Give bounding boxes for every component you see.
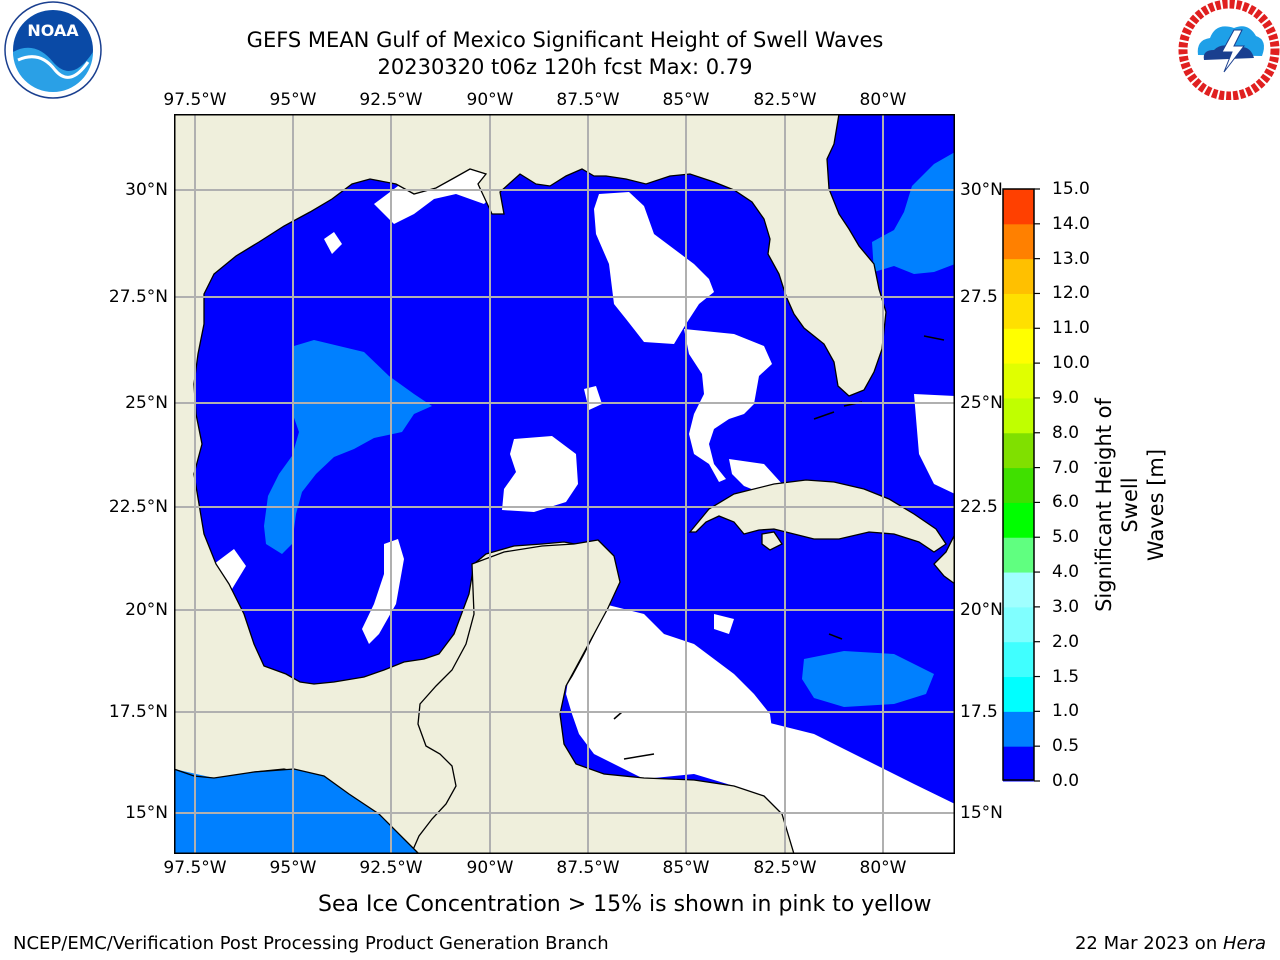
map-panel <box>174 114 955 854</box>
lat-tick-right: 15°N <box>960 803 1003 823</box>
lon-tick-bottom: 92.5°W <box>359 858 423 878</box>
colorbar-tick-label: 7.0 <box>1052 457 1080 478</box>
pacific-swell-patch <box>174 769 419 854</box>
nws-logo-icon <box>1178 0 1280 100</box>
colorbar-tick-label: 13.0 <box>1052 248 1090 269</box>
colorbar-tick-label: 0.0 <box>1052 771 1080 791</box>
lat-tick-right: 22.5 <box>960 497 998 517</box>
colorbar-label-line1: Significant Height of Swell <box>1092 398 1142 612</box>
footer-host: Hera <box>1222 933 1266 954</box>
lat-tick-left: 15°N <box>125 803 168 823</box>
lat-tick-left: 27.5°N <box>108 287 168 307</box>
colorbar-tick-label: 1.0 <box>1052 701 1080 722</box>
yucatan-landmass <box>411 539 795 854</box>
colorbar-cell <box>1003 537 1034 573</box>
lat-tick-right: 17.5 <box>960 702 998 722</box>
lat-tick-right: 25°N <box>960 393 1003 413</box>
colorbar-tick-label: 1.5 <box>1052 666 1080 687</box>
colorbar-tick-label: 11.0 <box>1052 318 1090 339</box>
colorbar-tick-label: 3.0 <box>1052 596 1080 617</box>
colorbar-label: Significant Height of Swell Waves [m] <box>1091 375 1169 635</box>
lat-tick-left: 17.5°N <box>108 702 168 722</box>
lon-tick-top: 82.5°W <box>753 90 817 110</box>
lat-tick-right: 20°N <box>960 600 1003 620</box>
colorbar-tick-label: 2.0 <box>1052 631 1080 652</box>
sea-ice-note: Sea Ice Concentration > 15% is shown in … <box>318 892 932 917</box>
colorbar-tick-label: 15.0 <box>1052 179 1090 199</box>
colorbar-cell <box>1003 328 1034 364</box>
lon-tick-top: 97.5°W <box>163 90 227 110</box>
lon-tick-bottom: 95°W <box>269 858 317 878</box>
lat-tick-right: 30°N <box>960 180 1003 200</box>
noaa-logo-text: NOAA <box>27 21 79 40</box>
lon-tick-top: 85°W <box>662 90 710 110</box>
colorbar-cell <box>1003 606 1034 643</box>
colorbar-cell <box>1003 223 1034 260</box>
footer-left: NCEP/EMC/Verification Post Processing Pr… <box>13 933 609 954</box>
colorbar-tick-label: 6.0 <box>1052 492 1080 513</box>
colorbar-tick-label: 0.5 <box>1052 736 1080 757</box>
lat-tick-left: 22.5°N <box>108 497 168 517</box>
noaa-logo-icon: NOAA <box>4 1 102 99</box>
map-gridlines <box>174 114 955 854</box>
lat-tick-left: 30°N <box>125 180 168 200</box>
colorbar-cell <box>1003 258 1034 294</box>
footer-right: 22 Mar 2023 on Hera <box>1075 933 1266 954</box>
colorbar-cell <box>1003 641 1034 678</box>
lon-tick-top: 90°W <box>466 90 514 110</box>
colorbar-cell <box>1003 502 1034 538</box>
chart-subtitle: 20230320 t06z 120h fcst Max: 0.79 <box>377 55 753 79</box>
colorbar-cell <box>1003 467 1034 503</box>
colorbar-label-line2: Waves [m] <box>1144 448 1168 562</box>
map-frame <box>174 114 955 854</box>
colorbar-tick-label: 8.0 <box>1052 422 1080 443</box>
colorbar <box>1002 188 1040 782</box>
lon-tick-bottom: 87.5°W <box>556 858 620 878</box>
lat-tick-left: 20°N <box>125 600 168 620</box>
footer-date: 22 Mar 2023 on <box>1074 933 1223 954</box>
chart-title: GEFS MEAN Gulf of Mexico Significant Hei… <box>246 28 884 52</box>
colorbar-tick-label: 14.0 <box>1052 213 1090 234</box>
colorbar-cell <box>1003 432 1034 469</box>
colorbar-tick-label: 5.0 <box>1052 527 1080 548</box>
lon-tick-bottom: 85°W <box>662 858 710 878</box>
lon-tick-top: 80°W <box>859 90 907 110</box>
lat-tick-left: 25°N <box>125 393 168 413</box>
lon-tick-bottom: 82.5°W <box>753 858 817 878</box>
colorbar-cell <box>1003 572 1034 608</box>
colorbar-cell <box>1003 293 1034 329</box>
lon-tick-bottom: 90°W <box>466 858 514 878</box>
colorbar-tick-label: 4.0 <box>1052 562 1080 583</box>
lon-tick-top: 87.5°W <box>556 90 620 110</box>
colorbar-tick-label: 12.0 <box>1052 283 1090 304</box>
colorbar-cell <box>1003 363 1034 399</box>
lat-tick-right: 27.5 <box>960 287 998 307</box>
lon-tick-top: 92.5°W <box>359 90 423 110</box>
colorbar-tick-label: 9.0 <box>1052 387 1080 408</box>
colorbar-cell <box>1003 746 1034 782</box>
colorbar-tick-label: 10.0 <box>1052 353 1090 374</box>
colorbar-cell <box>1003 189 1034 225</box>
colorbar-cell <box>1003 676 1034 712</box>
colorbar-cell <box>1003 397 1034 434</box>
lon-tick-top: 95°W <box>269 90 317 110</box>
lon-tick-bottom: 80°W <box>859 858 907 878</box>
lon-tick-bottom: 97.5°W <box>163 858 227 878</box>
colorbar-cell <box>1003 711 1034 747</box>
